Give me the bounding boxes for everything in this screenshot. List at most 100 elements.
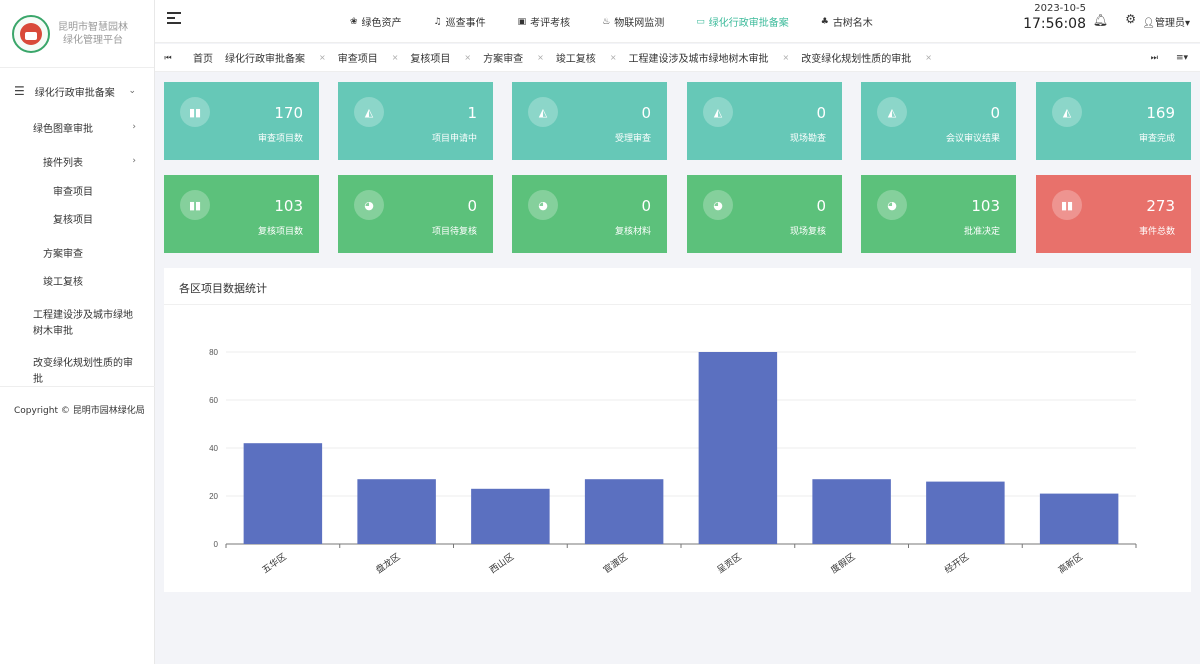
close-icon[interactable]: × bbox=[391, 53, 399, 62]
pie-chart-icon: ◕ bbox=[877, 190, 907, 220]
close-icon[interactable]: × bbox=[609, 53, 617, 62]
tab-label: 改变绿化规划性质的审批 bbox=[801, 54, 912, 65]
topnav-green-assets[interactable]: ❀ 绿色资产 bbox=[350, 14, 402, 30]
stat-card-approval-decision: ◕ 103 批准决定 bbox=[861, 175, 1016, 253]
tab-label: 审查项目 bbox=[337, 54, 378, 65]
stat-label: 复核项目数 bbox=[257, 227, 303, 237]
tab-label: 复核项目 bbox=[410, 54, 451, 65]
bar-chart-icon: ▮▮ bbox=[180, 97, 210, 127]
bar bbox=[584, 479, 664, 544]
tab-green-admin-approval[interactable]: 绿化行政审批备案 × bbox=[225, 50, 326, 65]
tab-label: 绿化行政审批备案 bbox=[225, 54, 305, 65]
topnav-patrol-events[interactable]: ♫ 巡查事件 bbox=[434, 14, 486, 30]
folder-icon: ▭ bbox=[696, 16, 705, 27]
tab-completion-recheck[interactable]: 竣工复核 × bbox=[556, 50, 617, 65]
stat-value: 0 bbox=[990, 104, 1000, 122]
logo-icon bbox=[12, 14, 50, 53]
stat-label: 审查完成 bbox=[1138, 134, 1175, 144]
stat-card-applying: ◭ 1 项目申请中 bbox=[338, 82, 493, 160]
sidebar-toggle-icon[interactable] bbox=[167, 12, 181, 26]
topnav-label: 物联网监测 bbox=[614, 18, 665, 29]
scroll-tabs-left-icon[interactable]: ⏮ bbox=[164, 52, 172, 62]
sidebar-item-completion-recheck[interactable]: 竣工复核 bbox=[0, 266, 154, 294]
menu-icon: ☰ bbox=[14, 84, 25, 98]
sidebar-item-label: 方案审查 bbox=[43, 248, 83, 260]
sidebar-item-label: 接件列表 bbox=[43, 157, 83, 169]
stat-label: 项目待复核 bbox=[431, 227, 477, 237]
sidebar-item-receipt-list[interactable]: 接件列表 › bbox=[0, 146, 154, 176]
sidebar-item-construction-tree-approval[interactable]: 工程建设涉及城市绿地树木审批 bbox=[0, 300, 140, 344]
stat-value: 0 bbox=[641, 197, 651, 215]
stat-value: 103 bbox=[274, 197, 303, 215]
y-tick-label: 60 bbox=[209, 396, 218, 405]
stat-value: 170 bbox=[274, 104, 303, 122]
close-icon[interactable]: × bbox=[782, 53, 790, 62]
stat-label: 复核材料 bbox=[614, 227, 651, 237]
bar bbox=[471, 488, 550, 544]
topnav-green-admin-approval[interactable]: ▭ 绿化行政审批备案 bbox=[696, 14, 789, 30]
close-icon[interactable]: × bbox=[464, 53, 472, 62]
stat-label: 项目申请中 bbox=[431, 134, 477, 144]
sidebar-item-plan-review[interactable]: 方案审查 bbox=[0, 238, 154, 266]
pie-chart-icon: ◕ bbox=[528, 190, 558, 220]
pie-chart-icon: ◕ bbox=[354, 190, 384, 220]
close-icon[interactable]: × bbox=[925, 53, 932, 62]
stat-card-review-complete: ◭ 169 审查完成 bbox=[1036, 82, 1191, 160]
area-chart-icon: ◭ bbox=[703, 97, 733, 127]
logo-line2: 绿化管理平台 bbox=[63, 34, 123, 46]
datetime: 2023-10-5 17:56:08 bbox=[1023, 3, 1086, 32]
thermometer-icon: ♨ bbox=[602, 16, 611, 27]
user-menu[interactable]: 👤︎管理员▾ bbox=[1142, 18, 1190, 29]
x-tick-label: 盘龙区 bbox=[373, 551, 402, 576]
tab-planning-change-approval[interactable]: 改变绿化规划性质的审批 × bbox=[801, 50, 932, 65]
x-tick-label: 高新区 bbox=[1056, 551, 1085, 576]
notification-bell-icon[interactable]: 🔔︎ bbox=[1092, 13, 1108, 27]
stat-card-recheck-materials: ◕ 0 复核材料 bbox=[512, 175, 667, 253]
sidebar-item-label: 改变绿化规划性质的审批 bbox=[33, 358, 133, 385]
bar bbox=[698, 352, 778, 544]
area-chart-icon: ◭ bbox=[1052, 97, 1082, 127]
close-icon[interactable]: × bbox=[537, 53, 544, 62]
stat-value: 0 bbox=[816, 197, 826, 215]
topnav-ancient-trees[interactable]: ♣ 古树名木 bbox=[821, 14, 873, 30]
topnav-evaluation[interactable]: ▣ 考评考核 bbox=[518, 14, 571, 30]
chevron-right-icon: › bbox=[132, 156, 136, 166]
topnav-label: 绿化行政审批备案 bbox=[708, 18, 789, 29]
time-text: 17:56:08 bbox=[1023, 16, 1086, 32]
stat-value: 169 bbox=[1146, 104, 1175, 122]
tab-plan-review[interactable]: 方案审查 × bbox=[483, 50, 544, 65]
chevron-right-icon: › bbox=[132, 122, 136, 132]
y-tick-label: 80 bbox=[209, 348, 218, 357]
tab-home[interactable]: 首页 bbox=[193, 50, 213, 65]
sidebar-item-label: 绿色图章审批 bbox=[33, 123, 93, 135]
topnav-iot-monitor[interactable]: ♨ 物联网监测 bbox=[602, 14, 665, 30]
sidebar-item-review-projects[interactable]: 审查项目 bbox=[0, 176, 154, 204]
copyright: Copyright © 昆明市园林绿化局 bbox=[0, 386, 155, 416]
x-tick-label: 经开区 bbox=[942, 551, 971, 576]
tab-review-projects[interactable]: 审查项目 × bbox=[338, 50, 399, 65]
date-text: 2023-10-5 bbox=[1034, 3, 1086, 14]
tabs-menu-icon[interactable]: ≡▾ bbox=[1175, 52, 1188, 63]
district-bar-chart: 0 20 40 60 80 五华区 盘龙区 西山区 官渡区 呈贡区 度假区 经开区 高新区 bbox=[209, 348, 1137, 576]
stat-card-meeting-result: ◭ 0 会议审议结果 bbox=[861, 82, 1016, 160]
tab-construction-tree-approval[interactable]: 工程建设涉及城市绿地树木审批 × bbox=[629, 50, 790, 65]
divider bbox=[164, 304, 1191, 305]
leaf-icon: ❀ bbox=[350, 16, 358, 27]
sidebar-item-green-admin-approval[interactable]: ☰ 绿化行政审批备案 ⌄ bbox=[0, 74, 154, 108]
stat-label: 批准决定 bbox=[963, 227, 1000, 237]
area-chart-icon: ◭ bbox=[354, 97, 384, 127]
sidebar-item-planning-change-approval[interactable]: 改变绿化规划性质的审批 bbox=[0, 344, 140, 392]
stat-card-event-total: ▮▮ 273 事件总数 bbox=[1036, 175, 1191, 253]
tab-recheck-projects[interactable]: 复核项目 × bbox=[410, 50, 471, 65]
top-right: 2023-10-5 17:56:08 🔔︎ ⚙ 👤︎管理员▾ bbox=[1000, 0, 1200, 43]
y-tick-label: 40 bbox=[209, 444, 218, 453]
stat-label: 受理审查 bbox=[614, 134, 651, 144]
bar bbox=[812, 479, 891, 544]
user-name: 管理员 bbox=[1154, 18, 1185, 29]
sidebar-item-recheck-projects[interactable]: 复核项目 bbox=[0, 204, 154, 232]
stat-value: 0 bbox=[467, 197, 477, 215]
close-icon[interactable]: × bbox=[319, 53, 326, 62]
sidebar-item-green-seal-approval[interactable]: 绿色图章审批 › bbox=[0, 108, 154, 146]
gear-icon[interactable]: ⚙ bbox=[1125, 12, 1136, 26]
scroll-tabs-right-icon[interactable]: ⏭ bbox=[1150, 52, 1158, 62]
